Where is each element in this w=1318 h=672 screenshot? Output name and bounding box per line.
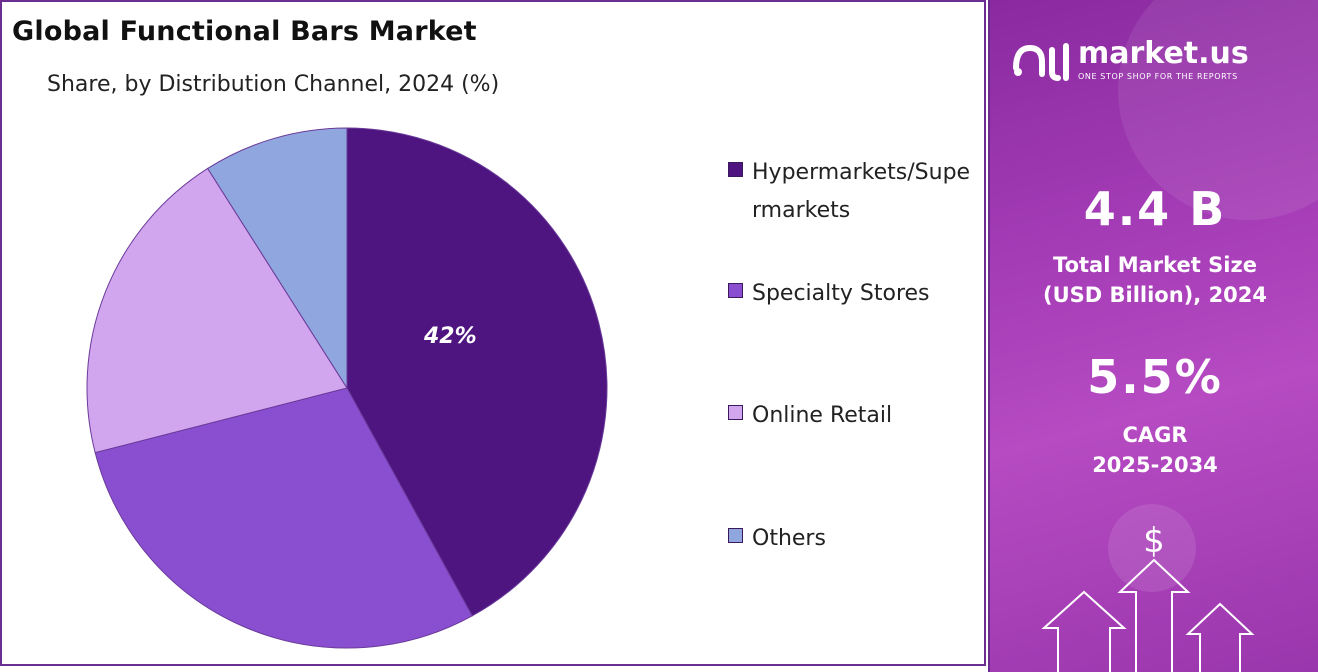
pie-chart: 42%: [86, 127, 608, 649]
legend-label: Online Retail: [752, 403, 893, 428]
cagr-label-1: CAGR: [1122, 423, 1188, 447]
legend-swatch: [728, 162, 743, 177]
legend-item-others: Others: [728, 520, 977, 558]
coin-glow: [1108, 504, 1196, 592]
chart-title: Global Functional Bars Market: [12, 16, 477, 47]
chart-panel: Global Functional Bars Market Share, by …: [0, 0, 986, 666]
legend-label: Hypermarkets/Supermarkets: [752, 160, 971, 223]
legend-label: Others: [752, 526, 826, 551]
dollar-icon: $: [1143, 521, 1165, 561]
arrow-up-icon: [1185, 602, 1255, 672]
arrow-up-icon: [1117, 558, 1191, 672]
brand-name: market.us: [1078, 36, 1249, 71]
market-size-value: 4.4 B: [1083, 182, 1227, 236]
stats-panel: market.us ONE STOP SHOP FOR THE REPORTS …: [988, 0, 1318, 672]
market-size-label-2: (USD Billion), 2024: [1042, 283, 1268, 307]
legend-label: Specialty Stores: [752, 281, 930, 306]
pie-slice-specialty-stores: [94, 387, 473, 649]
market-us-logo-icon: [1013, 43, 1069, 81]
legend-swatch: [728, 283, 743, 298]
legend-swatch: [728, 405, 743, 420]
legend-item-hypermarkets: Hypermarkets/Supermarkets: [728, 154, 977, 230]
legend-swatch: [728, 528, 743, 543]
market-size-label-1: Total Market Size: [1053, 253, 1257, 277]
cagr-value: 5.5%: [1087, 350, 1223, 404]
pie-slice-hypermarkets: [346, 127, 608, 617]
pie-slice-others: [206, 127, 348, 390]
chart-subtitle: Share, by Distribution Channel, 2024 (%): [47, 72, 500, 97]
brand-logo: market.us ONE STOP SHOP FOR THE REPORTS: [1012, 38, 1249, 82]
cagr-label-2: 2025-2034: [1092, 453, 1218, 477]
legend-item-specialty-stores: Specialty Stores: [728, 275, 977, 313]
legend-item-online-retail: Online Retail: [728, 397, 977, 435]
pie-slice-online-retail: [86, 167, 348, 454]
pie-data-label: 42%: [423, 324, 477, 349]
arrow-up-icon: [1041, 590, 1127, 672]
growth-arrows-decoration: $: [1041, 504, 1255, 672]
brand-tagline: ONE STOP SHOP FOR THE REPORTS: [1078, 72, 1238, 81]
